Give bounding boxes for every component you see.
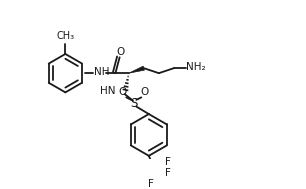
Text: HN: HN bbox=[100, 86, 115, 96]
Text: O: O bbox=[116, 47, 125, 57]
Text: O: O bbox=[119, 87, 127, 97]
Text: F: F bbox=[165, 157, 170, 167]
Text: O: O bbox=[140, 87, 149, 97]
Text: S: S bbox=[130, 97, 137, 110]
Text: F: F bbox=[165, 168, 170, 178]
Text: F: F bbox=[147, 179, 153, 189]
Text: NH: NH bbox=[94, 67, 109, 77]
Text: CH₃: CH₃ bbox=[56, 31, 74, 41]
Polygon shape bbox=[129, 66, 144, 73]
Text: NH₂: NH₂ bbox=[186, 62, 206, 72]
